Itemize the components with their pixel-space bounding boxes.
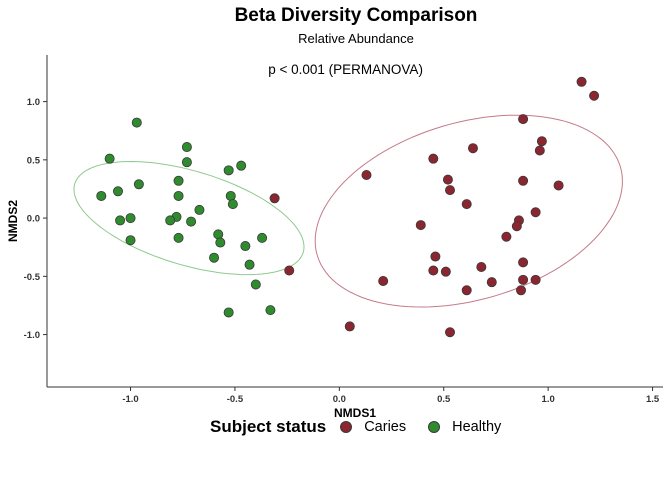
data-point-caries (440, 266, 451, 277)
data-point-healthy (236, 160, 247, 171)
data-point-healthy (186, 216, 197, 227)
chart-title: Beta Diversity Comparison (234, 5, 478, 26)
data-point-caries (518, 114, 529, 125)
y-tick-label: 1.0 (27, 97, 40, 108)
data-point-caries (530, 274, 541, 285)
legend-label-healthy: Healthy (452, 419, 502, 435)
legend-item-healthy: Healthy (428, 419, 501, 435)
data-point-healthy (173, 175, 184, 186)
data-point-caries (430, 251, 441, 262)
data-point-caries (428, 265, 439, 276)
data-point-healthy (125, 235, 136, 246)
data-point-caries (518, 175, 529, 186)
x-tick-label: 0.5 (437, 394, 451, 405)
data-point-healthy (181, 157, 192, 168)
legend: Subject status Caries Healthy (210, 415, 523, 439)
legend-title: Subject status (210, 417, 327, 436)
data-point-caries (536, 136, 547, 147)
data-point-caries (476, 262, 487, 273)
data-point-caries (534, 145, 545, 156)
data-point-caries (461, 285, 472, 296)
y-tick-label: -1.0 (24, 330, 40, 341)
data-point-caries (516, 285, 527, 296)
data-point-caries (445, 185, 456, 196)
legend-swatch-healthy (428, 421, 441, 433)
data-point-caries (576, 76, 587, 87)
data-point-caries (553, 180, 564, 191)
permanova-annotation: p < 0.001 (PERMANOVA) (268, 62, 423, 77)
data-point-healthy (165, 215, 176, 226)
data-point-healthy (265, 305, 276, 316)
data-point-healthy (96, 190, 107, 201)
data-point-healthy (213, 229, 224, 240)
data-point-caries (530, 207, 541, 218)
data-point-healthy (125, 213, 136, 224)
data-point-healthy (181, 142, 192, 153)
y-tick-label: 0.0 (27, 214, 40, 225)
data-point-caries (467, 143, 478, 154)
confidence-ellipse-healthy (73, 160, 305, 276)
data-point-caries (378, 275, 389, 286)
data-point-caries (415, 220, 426, 231)
data-point-healthy (112, 186, 123, 197)
data-point-caries (344, 321, 355, 332)
data-point-healthy (173, 190, 184, 201)
data-point-healthy (244, 259, 255, 270)
data-point-caries (461, 199, 472, 210)
y-tick-label: 0.5 (27, 155, 41, 166)
x-axis-title: NMDS1 (334, 406, 376, 420)
data-point-healthy (209, 252, 220, 263)
data-point-caries (511, 221, 522, 232)
x-tick-label: 1.0 (542, 394, 555, 405)
data-point-healthy (194, 204, 205, 215)
data-point-healthy (115, 215, 126, 226)
x-tick-label: 0.0 (333, 394, 346, 405)
data-point-caries (589, 90, 600, 101)
x-tick-label: -0.5 (227, 394, 244, 405)
data-point-healthy (133, 179, 144, 190)
data-point-healthy (173, 232, 184, 243)
x-tick-label: 1.5 (646, 394, 660, 405)
data-point-caries (486, 277, 497, 288)
data-point-healthy (250, 279, 261, 290)
data-point-healthy (240, 241, 251, 252)
data-point-caries (518, 274, 529, 285)
data-point-caries (445, 327, 456, 338)
data-point-healthy (215, 237, 226, 248)
y-tick-label: -0.5 (24, 272, 41, 283)
data-point-healthy (104, 153, 115, 164)
data-point-caries (442, 174, 453, 185)
data-point-healthy (223, 307, 234, 318)
data-point-healthy (257, 232, 268, 243)
data-point-caries (501, 231, 512, 242)
legend-label-caries: Caries (364, 419, 407, 435)
data-point-caries (284, 265, 295, 276)
legend-item-caries: Caries (340, 419, 406, 435)
data-point-healthy (131, 117, 142, 128)
data-point-healthy (227, 199, 238, 210)
x-tick-label: -1.0 (122, 394, 138, 405)
confidence-ellipse-caries (314, 114, 623, 308)
legend-swatch-caries (340, 421, 353, 433)
data-point-healthy (225, 190, 236, 201)
data-point-caries (428, 153, 439, 164)
data-point-caries (269, 193, 280, 204)
data-point-caries (518, 257, 529, 268)
y-axis-title: NMDS2 (6, 200, 20, 242)
data-point-caries (361, 169, 372, 180)
chart-subtitle: Relative Abundance (298, 31, 414, 46)
data-point-healthy (223, 165, 234, 176)
